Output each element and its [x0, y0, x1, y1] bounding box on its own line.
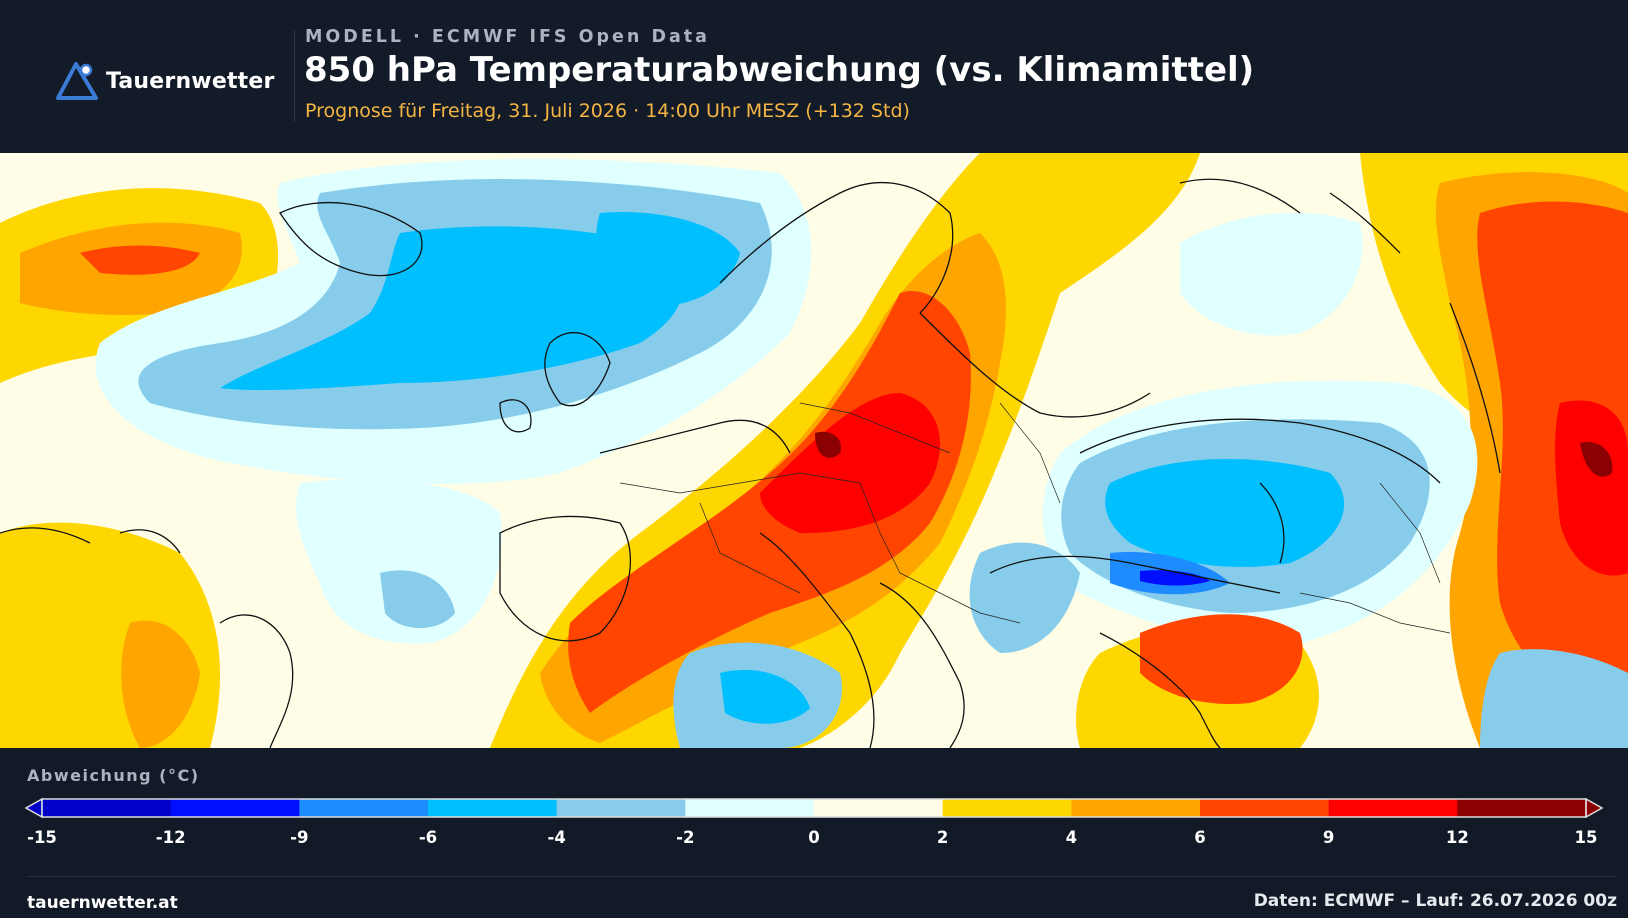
scale-max-arrow [1585, 797, 1604, 819]
mountain-logo-icon [56, 62, 98, 100]
scale-swatch [942, 799, 1072, 817]
legend-tick-label: 9 [1322, 828, 1335, 847]
legend-tick-label: 15 [1574, 828, 1598, 847]
legend-tick-label: 2 [936, 828, 949, 847]
scale-swatch [685, 799, 815, 817]
legend-tick-label: 6 [1194, 828, 1206, 847]
legend-tick-label: -4 [547, 828, 566, 847]
scale-swatch [170, 799, 300, 817]
legend-tick-label: 4 [1065, 828, 1078, 847]
legend-tick-label: -15 [27, 828, 57, 847]
color-scale-bar [24, 797, 1604, 819]
legend-tick-label: 0 [808, 828, 820, 847]
anomaly-field [0, 153, 1628, 748]
model-line: MODELL · ECMWF IFS Open Data [305, 27, 710, 47]
header-divider [294, 30, 295, 122]
scale-swatch [42, 799, 172, 817]
scale-swatch [1457, 799, 1587, 817]
page-title: 850 hPa Temperaturabweichung (vs. Klimam… [304, 50, 1255, 90]
legend-tick-label: 12 [1445, 828, 1469, 847]
coastlines [0, 178, 1501, 748]
temperature-anomaly-map[interactable] [0, 153, 1628, 748]
site-link[interactable]: tauernwetter.at [27, 893, 178, 913]
scale-swatch [556, 799, 686, 817]
scale-border [41, 798, 1587, 818]
logo[interactable]: Tauernwetter [54, 60, 275, 102]
footer-divider [27, 876, 1617, 877]
scale-swatch [814, 799, 944, 817]
scale-swatch [299, 799, 429, 817]
scale-swatch [1200, 799, 1330, 817]
legend-tick-label: -9 [290, 828, 309, 847]
legend-title: Abweichung (°C) [27, 766, 200, 785]
header: Tauernwetter MODELL · ECMWF IFS Open Dat… [0, 0, 1628, 153]
legend-tick-label: -2 [676, 828, 695, 847]
scale-min-arrow [24, 797, 43, 819]
legend-tick-label: -12 [155, 828, 186, 847]
data-source: Daten: ECMWF – Lauf: 26.07.2026 00z [1253, 891, 1617, 911]
brand-name: Tauernwetter [106, 68, 275, 94]
scale-swatch [1328, 799, 1458, 817]
legend-tick-label: -6 [418, 828, 438, 847]
scale-swatch [1071, 799, 1201, 817]
country-borders [619, 402, 1451, 634]
forecast-subtitle: Prognose für Freitag, 31. Juli 2026 · 14… [305, 100, 910, 122]
scale-swatch [428, 799, 558, 817]
